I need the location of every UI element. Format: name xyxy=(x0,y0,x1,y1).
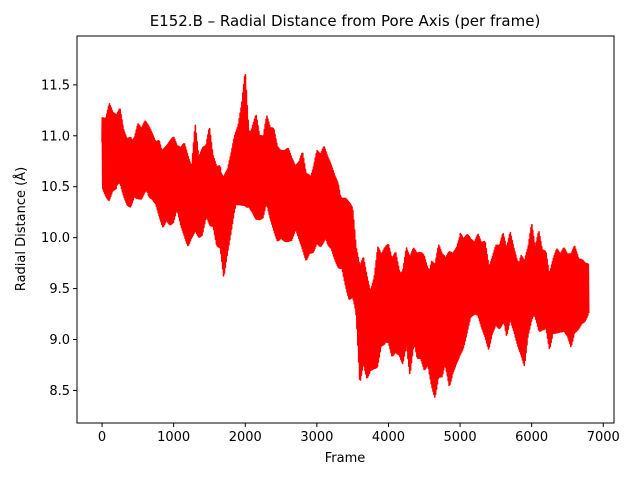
axes-frame xyxy=(76,35,615,424)
series-line xyxy=(101,74,590,398)
series-layer xyxy=(101,74,590,398)
x-tick-label: 0 xyxy=(98,430,106,445)
x-tick-label: 6000 xyxy=(515,430,548,445)
x-tick-label: 3000 xyxy=(300,430,333,445)
x-tick-label: 2000 xyxy=(229,430,262,445)
y-axis-title: Radial Distance (Å) xyxy=(13,167,29,291)
y-tick-label: 11.0 xyxy=(41,129,70,144)
y-tick-label: 10.5 xyxy=(41,180,70,195)
y-tick-label: 11.5 xyxy=(41,78,70,93)
y-axis: 8.5 9.0 9.5 10.0 10.5 11.0 11.5 xyxy=(41,78,77,399)
chart-title: E152.B – Radial Distance from Pore Axis … xyxy=(150,12,541,30)
y-tick-label: 9.0 xyxy=(49,333,70,348)
x-axis-title: Frame xyxy=(325,451,366,466)
y-tick-label: 8.5 xyxy=(49,384,70,399)
y-tick-label: 9.5 xyxy=(49,282,70,297)
x-tick-label: 1000 xyxy=(157,430,190,445)
x-tick-label: 7000 xyxy=(587,430,620,445)
x-tick-label: 5000 xyxy=(444,430,477,445)
x-tick-label: 4000 xyxy=(372,430,405,445)
x-axis: 0 1000 2000 3000 4000 5000 6000 7000 xyxy=(98,423,620,445)
y-tick-label: 10.0 xyxy=(41,231,70,246)
